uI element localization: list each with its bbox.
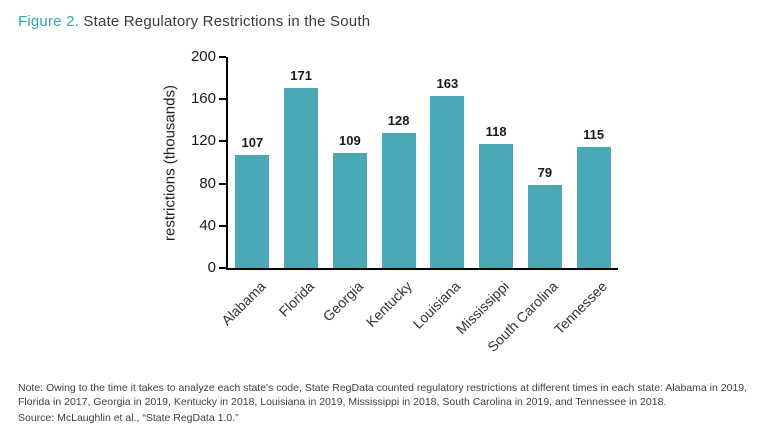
y-tick-label: 160 <box>190 90 216 108</box>
bar-south-carolina <box>527 185 562 268</box>
y-tick-label: 40 <box>199 216 216 234</box>
x-axis-label: Kentucky <box>362 278 415 331</box>
x-axis-label: Alabama <box>218 278 269 329</box>
bar-mississippi <box>479 144 514 268</box>
bar-value-label: 128 <box>387 113 410 128</box>
bar-louisiana <box>430 96 465 268</box>
y-tick-mark <box>219 56 226 58</box>
note-text: Note: Owing to the time it takes to anal… <box>18 382 748 409</box>
source-text: Source: McLaughlin et al., “State RegDat… <box>18 412 239 424</box>
bar-florida <box>284 88 319 268</box>
figure-title: Figure 2. State Regulatory Restrictions … <box>18 13 370 30</box>
figure-number: Figure 2. <box>18 13 79 30</box>
bar-kentucky <box>381 133 416 268</box>
bar-value-label: 118 <box>485 124 507 139</box>
bar-value-label: 171 <box>290 68 312 83</box>
x-axis-label: Georgia <box>319 278 367 325</box>
y-tick-mark <box>219 267 226 269</box>
bar-tennessee <box>576 147 611 268</box>
figure-title-text: State Regulatory Restrictions in the Sou… <box>79 13 371 30</box>
y-tick-mark <box>219 224 226 227</box>
y-axis-label: restrictions (thousands) <box>161 85 179 241</box>
y-tick-mark <box>219 140 226 143</box>
bar-value-label: 109 <box>339 133 361 148</box>
y-tick-label: 80 <box>199 174 216 192</box>
bar-value-label: 79 <box>537 165 553 180</box>
bar-value-label: 115 <box>583 127 605 142</box>
bar-value-label: 163 <box>436 76 459 91</box>
y-tick-label: 200 <box>190 48 216 65</box>
y-tick-label: 120 <box>190 132 216 150</box>
y-tick-mark <box>219 98 226 101</box>
y-tick-mark <box>219 182 226 185</box>
x-axis-label: Florida <box>275 278 318 320</box>
plot-area: 107 Alabama 171 Florida 109 Georgia 128 Kentuck… <box>191 48 618 355</box>
y-tick-label: 0 <box>207 259 216 276</box>
bar-alabama <box>235 155 270 268</box>
bar-georgia <box>332 153 367 268</box>
bar-value-label: 107 <box>241 135 264 150</box>
